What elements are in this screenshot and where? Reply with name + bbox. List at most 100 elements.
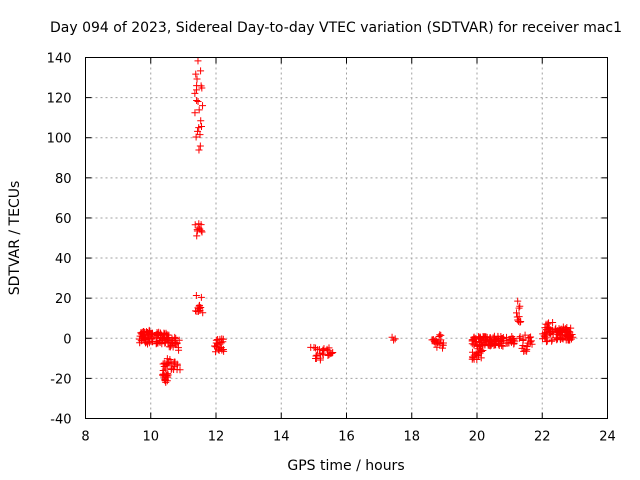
y-tick-label: -20	[50, 372, 71, 387]
data-point	[192, 133, 200, 141]
data-point	[498, 334, 506, 342]
data-point	[195, 106, 203, 114]
data-point	[194, 57, 202, 65]
data-point	[164, 373, 172, 381]
y-tick-label: 40	[55, 252, 72, 267]
chart-title: Day 094 of 2023, Sidereal Day-to-day VTE…	[50, 20, 622, 36]
data-point	[316, 356, 324, 364]
data-point	[191, 89, 199, 97]
data-point	[569, 333, 577, 341]
data-point	[198, 228, 206, 236]
data-point	[511, 337, 519, 345]
data-point	[196, 142, 204, 150]
y-tick-label: 120	[47, 92, 72, 107]
data-point	[194, 98, 202, 106]
data-point	[218, 346, 226, 354]
y-tick-label: 60	[55, 212, 72, 227]
axis-ticks	[85, 57, 608, 419]
data-point	[516, 302, 524, 310]
data-point	[519, 341, 527, 349]
data-point	[191, 109, 199, 117]
data-point	[325, 344, 333, 352]
data-point	[198, 84, 206, 92]
data-point	[439, 339, 447, 347]
x-tick-label: 8	[81, 430, 89, 445]
data-point	[513, 309, 521, 317]
y-tick-label: 80	[55, 172, 72, 187]
grid-lines	[85, 57, 608, 419]
data-point	[565, 328, 573, 336]
data-point	[195, 146, 203, 154]
data-point	[549, 319, 557, 327]
data-point	[521, 331, 529, 339]
data-point	[499, 342, 507, 350]
data-point	[197, 67, 205, 75]
data-point	[164, 333, 172, 341]
data-point	[313, 351, 321, 359]
data-point	[567, 335, 575, 343]
x-tick-label: 24	[599, 430, 616, 445]
x-tick-label: 20	[469, 430, 486, 445]
data-point	[523, 342, 531, 350]
data-point	[436, 331, 444, 339]
y-tick-label: 140	[47, 52, 72, 67]
data-point	[519, 335, 527, 343]
data-point	[219, 335, 227, 343]
data-point	[197, 117, 205, 125]
data-point	[193, 232, 201, 240]
data-point	[191, 221, 199, 229]
data-point	[542, 334, 550, 342]
y-tick-labels: -40 -20 0 20 40 60 80 100 120 140	[47, 52, 72, 428]
y-tick-label: 100	[47, 132, 72, 147]
y-tick-label: 20	[55, 292, 72, 307]
data-point	[199, 102, 207, 110]
x-tick-label: 16	[338, 430, 355, 445]
data-point	[212, 336, 220, 344]
data-point	[548, 337, 556, 345]
data-point	[433, 343, 441, 351]
data-point	[197, 123, 205, 131]
data-point	[197, 304, 205, 312]
x-axis-label: GPS time / hours	[287, 458, 404, 474]
y-tick-label: -40	[50, 413, 71, 428]
data-point	[162, 378, 170, 386]
x-tick-label: 10	[142, 430, 159, 445]
data-point	[193, 96, 201, 104]
data-point	[544, 320, 552, 328]
data-point	[514, 297, 522, 305]
data-point	[515, 304, 523, 312]
data-point	[527, 337, 535, 345]
data-point	[199, 309, 207, 317]
data-point	[526, 334, 534, 342]
data-point	[329, 349, 337, 357]
data-point	[567, 324, 575, 332]
data-point	[192, 70, 200, 78]
data-point	[390, 336, 398, 344]
data-series-sdtvar	[135, 57, 577, 386]
data-point	[175, 336, 183, 344]
data-point	[193, 75, 201, 83]
data-point	[517, 318, 525, 326]
data-point	[528, 340, 536, 348]
data-point	[168, 364, 176, 372]
data-point	[197, 221, 205, 229]
data-point	[197, 227, 205, 235]
x-tick-label: 22	[534, 430, 551, 445]
y-axis-label: SDTVAR / TECUs	[7, 181, 23, 296]
data-point	[432, 337, 440, 345]
data-point	[173, 361, 181, 369]
x-tick-labels: 8 10 12 14 16 18 20 22 24	[81, 430, 615, 445]
data-point	[388, 333, 396, 341]
data-point	[515, 334, 523, 342]
data-point	[192, 292, 200, 300]
data-point	[516, 318, 524, 326]
data-point	[477, 354, 485, 362]
x-tick-label: 14	[273, 430, 290, 445]
data-point	[197, 293, 205, 301]
data-point	[319, 346, 327, 354]
data-point	[158, 340, 166, 348]
data-point	[521, 347, 529, 355]
data-point	[391, 335, 399, 343]
data-point	[478, 348, 486, 356]
